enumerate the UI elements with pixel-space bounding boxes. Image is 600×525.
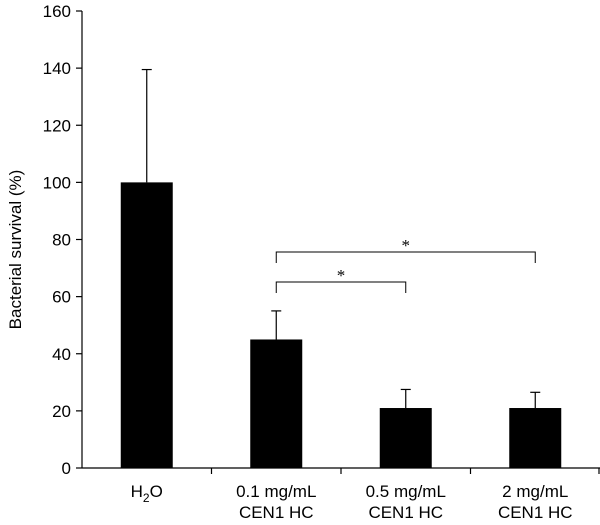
- y-axis: 0 20 40 60 80 100 120 140 160: [43, 2, 83, 478]
- category-label: CEN1 HC: [368, 503, 443, 522]
- significance-label: *: [402, 236, 411, 255]
- y-tick-label: 140: [43, 59, 71, 78]
- bar: [120, 182, 173, 468]
- y-tick-label: 80: [52, 231, 71, 250]
- category-label: 2 mg/mL: [502, 482, 568, 501]
- y-tick-label: 0: [62, 459, 71, 478]
- y-tick-label: 60: [52, 288, 71, 307]
- category-labels: H2O 0.1 mg/mL CEN1 HC 0.5 mg/mL CEN1 HC 2 mg/…: [131, 482, 573, 522]
- category-label: CEN1 HC: [498, 503, 573, 522]
- category-label: 0.5 mg/mL: [366, 482, 446, 501]
- category-label: CEN1 HC: [239, 503, 314, 522]
- significance-bracket: [275, 281, 407, 293]
- y-tick-label: 120: [43, 116, 71, 135]
- significance-brackets: **: [275, 236, 536, 293]
- y-tick-label: 160: [43, 2, 71, 21]
- category-label: 0.1 mg/mL: [236, 482, 316, 501]
- bar: [379, 408, 432, 468]
- y-tick-label: 100: [43, 173, 71, 192]
- x-axis: [82, 467, 600, 474]
- bar: [509, 408, 562, 468]
- y-tick-label: 20: [52, 402, 71, 421]
- significance-label: *: [337, 266, 346, 285]
- y-axis-title: Bacterial survival (%): [6, 170, 25, 330]
- significance-bracket: [275, 251, 536, 263]
- error-bars: [141, 68, 541, 409]
- bars: [120, 182, 562, 468]
- y-tick-label: 40: [52, 345, 71, 364]
- bar: [250, 339, 303, 468]
- category-label: H2O: [131, 482, 163, 505]
